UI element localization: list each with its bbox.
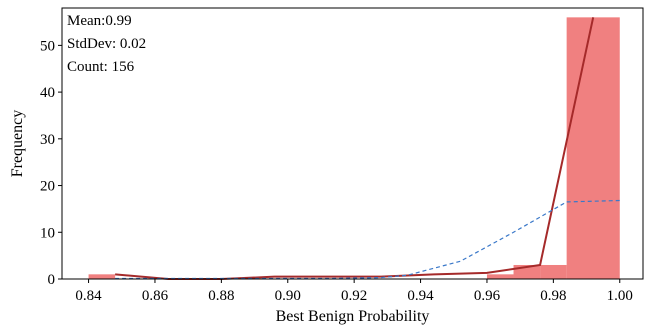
stat-mean: Mean:0.99	[67, 13, 132, 29]
x-axis-title: Best Benign Probability	[276, 308, 430, 325]
stat-stddev: StdDev: 0.02	[67, 36, 146, 52]
histogram-bar-15	[486, 274, 514, 279]
y-tick-label: 20	[40, 179, 55, 195]
x-tick-label: 0.96	[474, 288, 501, 304]
x-tick-label: 0.94	[407, 288, 434, 304]
y-axis-ticks: 0 10 20 30 40 50	[40, 38, 62, 288]
x-axis-ticks: 0.84 0.86 0.88 0.90 0.92 0.94 0.96 0.98 1.00	[75, 279, 633, 304]
histogram-bar-18	[566, 17, 620, 280]
x-tick-label: 0.88	[208, 288, 234, 304]
x-tick-label: 0.98	[540, 288, 566, 304]
y-tick-label: 10	[40, 225, 55, 241]
stat-count: Count: 156	[67, 59, 135, 75]
x-tick-label: 0.92	[341, 288, 367, 304]
histogram-bars	[88, 17, 620, 280]
y-tick-label: 40	[40, 85, 55, 101]
x-tick-label: 0.86	[142, 288, 169, 304]
histogram-bar-0	[88, 274, 116, 279]
density-lines	[115, 17, 620, 280]
x-tick-label: 0.84	[75, 288, 102, 304]
y-tick-label: 50	[40, 38, 55, 54]
x-tick-label: 0.90	[275, 288, 301, 304]
dashed-density-line	[115, 199, 620, 280]
y-tick-label: 0	[48, 272, 56, 288]
x-tick-label: 1.00	[607, 288, 633, 304]
y-axis-title: Frequency	[9, 110, 26, 178]
plot-frame	[61, 7, 644, 280]
histogram-bar-17	[540, 264, 567, 279]
y-tick-label: 30	[40, 132, 55, 148]
solid-frequency-line	[115, 17, 595, 280]
